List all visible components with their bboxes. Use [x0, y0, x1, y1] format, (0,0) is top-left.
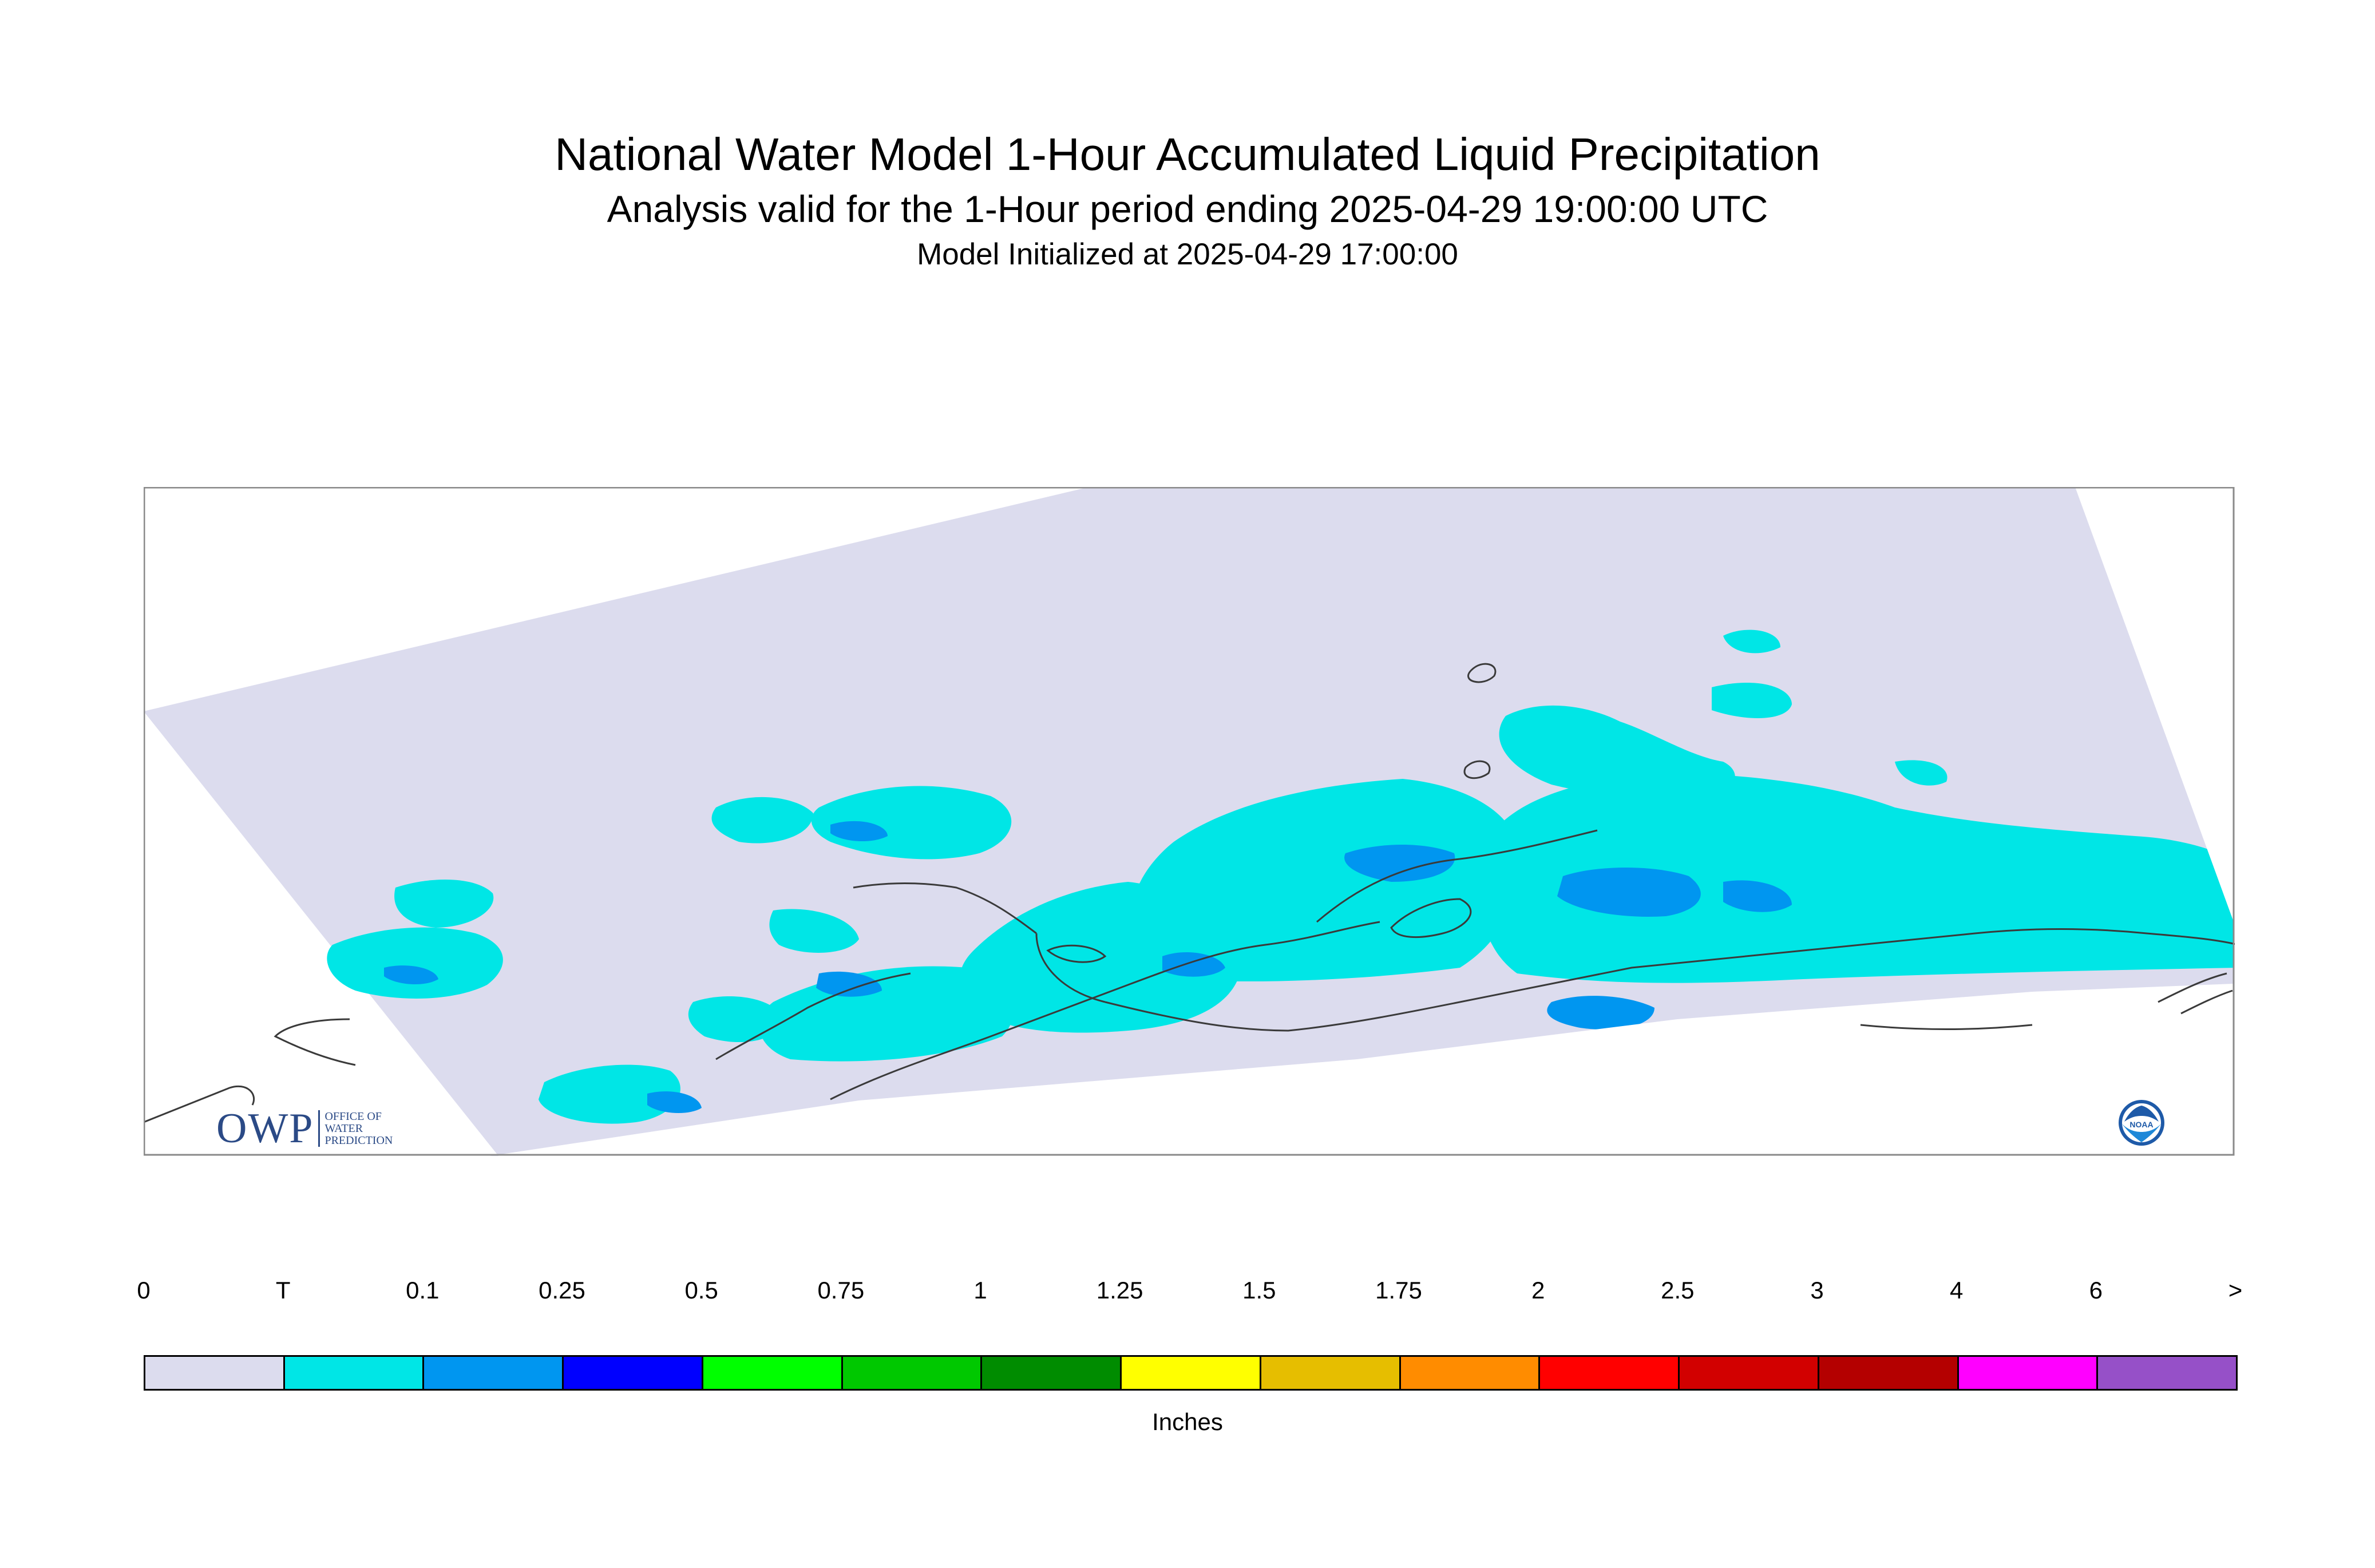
precip-trace-areas [327, 629, 2234, 1124]
legend-swatch [1958, 1357, 2099, 1389]
legend-swatch [284, 1357, 425, 1389]
noaa-logo-text: NOAA [2129, 1120, 2153, 1129]
coastlines [144, 663, 2235, 1123]
owp-logo-word: OFFICE OF [324, 1110, 382, 1123]
legend-tick-label: 1.5 [1242, 1277, 1276, 1304]
legend-swatch [145, 1357, 285, 1389]
legend-tick-label: 1.25 [1096, 1277, 1143, 1304]
legend-swatch [842, 1357, 983, 1389]
owp-logo-word: PREDICTION [324, 1134, 393, 1147]
owp-logo-words: OFFICE OF WATER PREDICTION [324, 1110, 393, 1147]
legend-tick-label: 3 [1810, 1277, 1824, 1304]
legend-swatch [1400, 1357, 1541, 1389]
legend-tick-label: 0.75 [817, 1277, 865, 1304]
legend-swatch [1261, 1357, 1401, 1389]
legend-swatch [1680, 1357, 1819, 1389]
legend-colorbar [144, 1355, 2238, 1391]
legend-tick-label: 0.5 [684, 1277, 718, 1304]
legend-swatch [982, 1357, 1122, 1389]
legend-tick-label: 0.1 [406, 1277, 440, 1304]
legend-units: Inches [1152, 1408, 1223, 1435]
owp-logo-word: WATER [324, 1122, 363, 1135]
legend-tick-label: 1 [973, 1277, 987, 1304]
legend-tick-label: 2.5 [1661, 1277, 1695, 1304]
legend-swatch [424, 1357, 564, 1389]
legend-swatch [1122, 1357, 1261, 1389]
legend-swatch [564, 1357, 703, 1389]
legend-swatch [2098, 1357, 2237, 1389]
color-legend: 0 T 0.1 0.25 0.5 0.75 1 1.25 1.5 1.75 2 2.5 3 4 6 > [137, 1276, 2242, 1391]
precipitation-map [144, 487, 2235, 1156]
model-domain [144, 487, 2234, 1156]
map-title: National Water Model 1-Hour Accumulated … [555, 129, 1820, 180]
legend-tick-label: 6 [2089, 1277, 2103, 1304]
legend-swatch [1540, 1357, 1680, 1389]
legend-swatch [1819, 1357, 1959, 1389]
valid-period-subtitle: Analysis valid for the 1-Hour period end… [607, 188, 1768, 230]
noaa-logo: NOAA [2119, 1100, 2164, 1146]
legend-swatch [703, 1357, 843, 1389]
legend-tick-label: 0.25 [539, 1277, 585, 1304]
legend-tick-label: 0 [137, 1277, 151, 1304]
owp-logo: OWP OFFICE OF WATER PREDICTION [216, 1104, 393, 1152]
owp-logo-mark: OWP [216, 1104, 314, 1152]
precip-light-areas [384, 821, 1792, 1114]
legend-tick-label: T [275, 1277, 291, 1304]
init-time-subtitle: Model Initialized at 2025-04-29 17:00:00 [917, 237, 1458, 271]
legend-tick-label: 2 [1531, 1277, 1545, 1304]
legend-tick-label: > [2228, 1277, 2243, 1304]
owp-logo-divider [318, 1110, 320, 1147]
legend-tick-label: 4 [1949, 1277, 1964, 1304]
legend-tick-label: 1.75 [1375, 1277, 1422, 1304]
